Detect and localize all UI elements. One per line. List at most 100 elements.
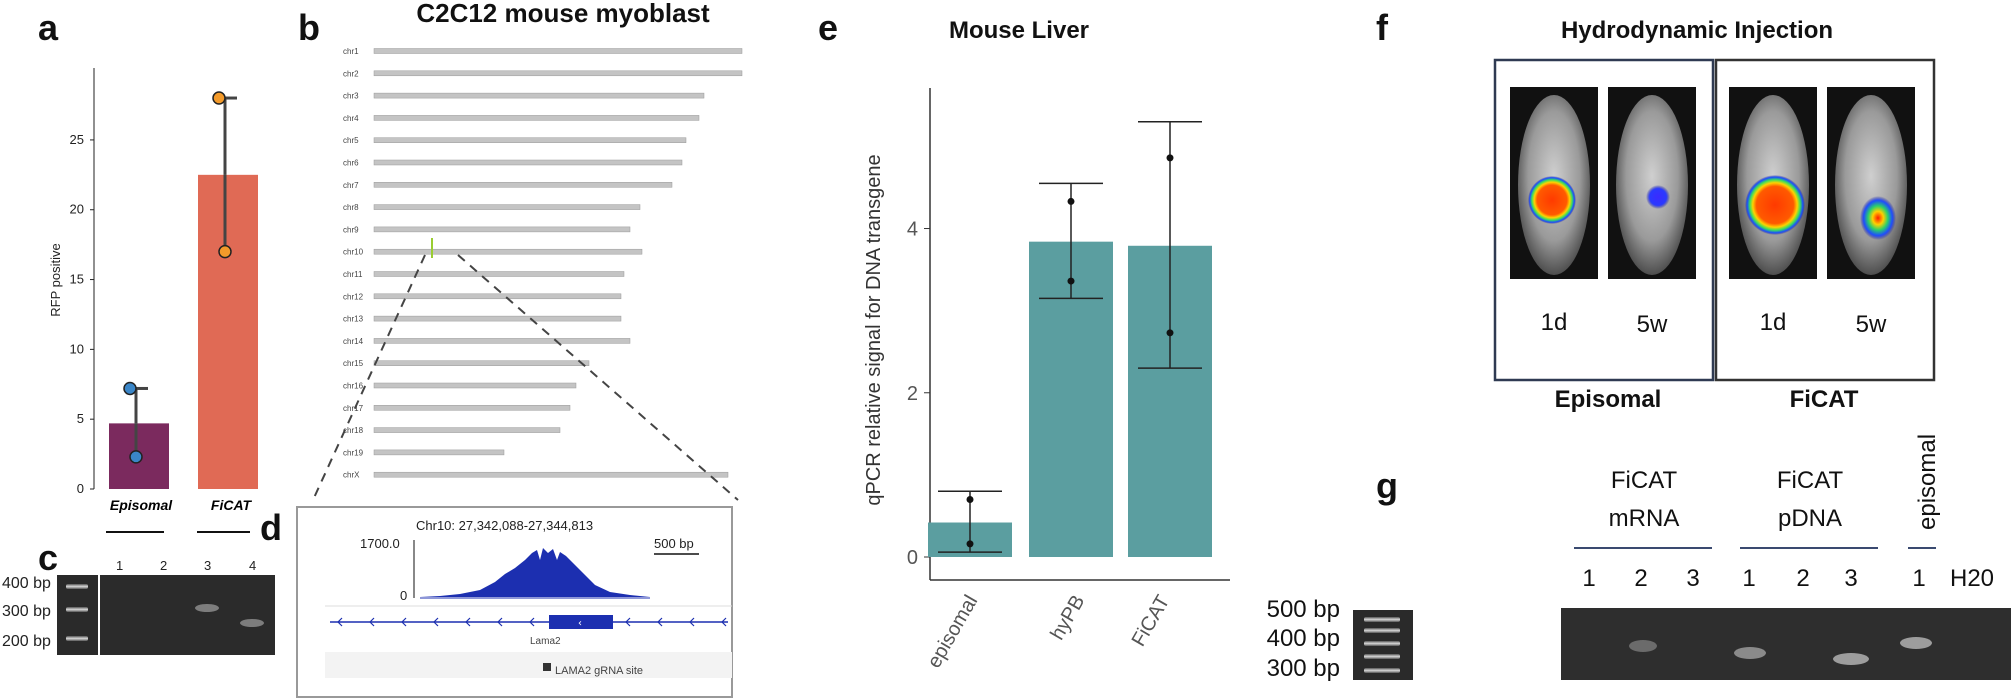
- chromosome-label: chrX: [343, 471, 360, 480]
- panel-g-group1-line2: mRNA: [1609, 505, 1680, 532]
- chromosome-bar: [373, 293, 622, 300]
- panel-d-igv-track: Chr10: 27,342,088-27,344,813 500 bp 1700…: [296, 506, 733, 698]
- panel-e-ytick-label: 2: [907, 383, 918, 405]
- panel-a-ytick-label: 0: [77, 481, 84, 496]
- chromosome-label: chr9: [343, 225, 359, 234]
- data-point: [1166, 329, 1174, 337]
- chromosome-label: chr18: [343, 426, 364, 435]
- panel-c-lane-3: 3: [204, 558, 211, 573]
- gene-direction-arrow: [369, 617, 375, 627]
- chromosome-bar: [373, 70, 743, 77]
- panel-g-ladder-300: 300 bp: [1267, 655, 1340, 682]
- chromosome-bar: [373, 137, 687, 143]
- data-point: [212, 91, 226, 105]
- chromosome-bar: [373, 92, 705, 99]
- chromosome-bar: [373, 382, 577, 389]
- panel-g-lane-label: 1: [1912, 565, 1925, 592]
- gel-band: [1833, 653, 1869, 665]
- chromosome-label: chr1: [343, 47, 359, 56]
- gene-direction-arrow: [657, 617, 663, 627]
- panel-f-group-ficat: FiCAT: [1790, 386, 1859, 413]
- chromosome-bar: [373, 248, 643, 255]
- panel-label-f: f: [1376, 7, 1389, 48]
- gene-direction-arrow: [401, 617, 407, 627]
- panel-a-ytick-label: 20: [70, 202, 84, 217]
- panel-c-lane-2: 2: [160, 558, 167, 573]
- chromosome-label: chr17: [343, 404, 364, 413]
- chromosome-bar: [373, 115, 700, 121]
- chromosome-bar: [373, 48, 743, 54]
- panel-f-episomal-box: [1493, 58, 1715, 382]
- chromosome-label: chr15: [343, 359, 364, 368]
- panel-g-lane-label: 3: [1844, 565, 1857, 592]
- data-point: [1067, 277, 1075, 285]
- timepoint-label: 5w: [1856, 311, 1887, 338]
- panel-e-chart: Mouse Liver qPCR relative signal for DNA…: [863, 17, 1230, 672]
- chromosome-bar: [373, 360, 590, 366]
- panel-g-lane-label: 1: [1582, 565, 1595, 592]
- panel-f-imaging: Hydrodynamic Injection 1d 5w 1d 5w Epi: [1493, 17, 1936, 413]
- panel-g-group2-line2: pDNA: [1778, 505, 1842, 532]
- panel-d-scale: 500 bp: [654, 536, 694, 551]
- panel-f-ficat-box: [1714, 58, 1936, 382]
- panel-g-gel-body: [1561, 608, 2011, 680]
- panel-a-xlabel-episomal: Episomal: [110, 497, 173, 513]
- panel-e-title: Mouse Liver: [949, 17, 1089, 44]
- panel-a-ytick-label: 5: [77, 411, 84, 426]
- ladder-band: [1364, 668, 1400, 673]
- panel-b-title: C2C12 mouse myoblast: [416, 0, 710, 28]
- panel-d-ymin: 0: [400, 588, 407, 603]
- panel-c-lane-1: 1: [116, 558, 123, 573]
- panel-a-ytick-label: 10: [70, 341, 84, 356]
- panel-c-ladder-400: 400 bp: [2, 575, 51, 592]
- panel-g-ladder-500: 500 bp: [1267, 596, 1340, 623]
- panel-f-group-episomal: Episomal: [1555, 386, 1662, 413]
- panel-c-gel-body: [100, 575, 275, 655]
- panel-c-ladder-300: 300 bp: [2, 603, 51, 620]
- data-point: [966, 496, 974, 504]
- data-point: [1067, 197, 1075, 205]
- panel-g-gel: FiCAT mRNA FiCAT pDNA episomal 1 2 3 1 2…: [1267, 434, 2011, 682]
- ladder-band: [1364, 641, 1400, 646]
- ladder-band: [66, 607, 88, 612]
- panel-g-lane-label: H20: [1950, 565, 1994, 592]
- panel-e-xlabel-episomal: episomal: [923, 592, 982, 672]
- panel-e-xlabel-hypb: hyPB: [1046, 592, 1089, 644]
- panel-d-gene: Lama2: [530, 636, 561, 647]
- chromosome-label: chr12: [343, 292, 364, 301]
- lama2-exon: [549, 615, 613, 629]
- gel-band: [1900, 637, 1932, 649]
- panel-e-ylabel: qPCR relative signal for DNA transgene: [863, 154, 885, 505]
- chromosome-label: chr16: [343, 382, 364, 391]
- grna-site-marker: [543, 663, 551, 671]
- panel-g-lane-label: 1: [1742, 565, 1755, 592]
- timepoint-label: 1d: [1541, 309, 1568, 336]
- data-point: [1166, 154, 1174, 162]
- panel-e-ytick-label: 0: [907, 547, 918, 569]
- panel-c-gel: 1 2 3 4 400 bp 300 bp 200 bp: [2, 558, 275, 655]
- panel-c-lane-4: 4: [249, 558, 256, 573]
- timepoint-label: 5w: [1637, 311, 1668, 338]
- panel-a-ytick-label: 25: [70, 132, 84, 147]
- mouse-image-ficat-1d: [1729, 87, 1817, 279]
- chromosome-bar: [373, 315, 622, 322]
- gel-band: [1734, 647, 1766, 659]
- panel-e-ytick-label: 4: [907, 219, 918, 241]
- panel-d-ymax: 1700.0: [360, 536, 400, 551]
- panel-label-b: b: [298, 7, 320, 48]
- panel-a-xlabel-ficat: FiCAT: [211, 497, 253, 513]
- chromosome-bar: [373, 338, 631, 344]
- gene-direction-arrow: [625, 617, 631, 627]
- chromosome-label: chr14: [343, 337, 364, 346]
- ladder-band: [66, 636, 88, 641]
- bar-ficat: [198, 174, 258, 490]
- gel-band-lane4: [240, 619, 264, 627]
- chromosome-label: chr11: [343, 270, 363, 279]
- ladder-band: [66, 584, 88, 589]
- panel-d-coords: Chr10: 27,342,088-27,344,813: [416, 518, 593, 533]
- gel-band: [1629, 640, 1657, 652]
- chromosome-label: chr2: [343, 69, 359, 78]
- panel-d-site: LAMA2 gRNA site: [555, 665, 643, 677]
- ladder-band: [1364, 628, 1400, 633]
